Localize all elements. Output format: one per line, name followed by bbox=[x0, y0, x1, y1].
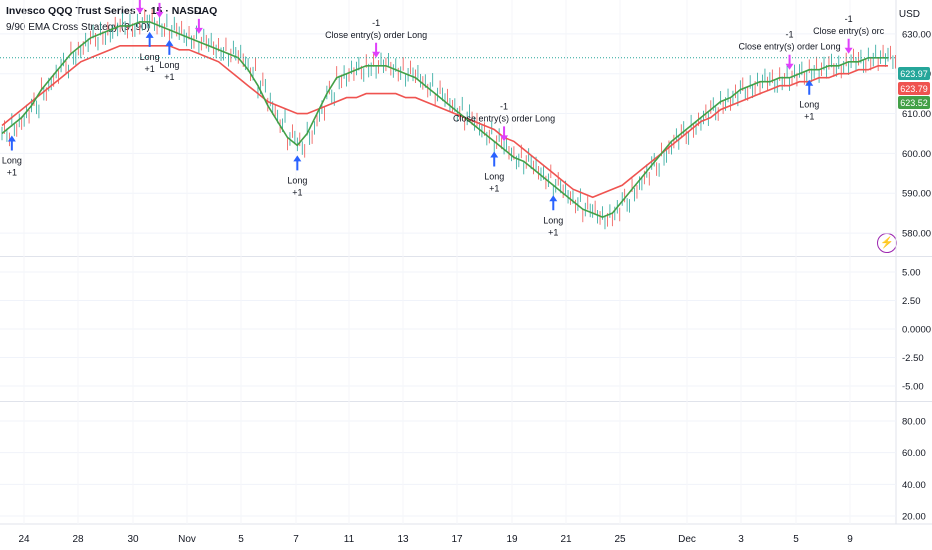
close-arrow bbox=[135, 0, 144, 14]
ema-slow-line bbox=[1, 45, 888, 199]
price-tick-label: 580.00 bbox=[902, 229, 931, 240]
time-tick-label: 11 bbox=[344, 534, 355, 545]
price-tick-label: 610.00 bbox=[902, 109, 931, 120]
long-label: Long bbox=[287, 175, 307, 185]
long-qty: +1 bbox=[164, 72, 174, 82]
long-arrow bbox=[805, 79, 814, 95]
price-badge bbox=[898, 82, 930, 95]
long-label: Long bbox=[159, 60, 179, 70]
long-arrow bbox=[145, 31, 154, 47]
time-tick-label: Nov bbox=[178, 534, 196, 545]
pane3-tick-label: 80.00 bbox=[902, 417, 926, 428]
time-tick-label: 9 bbox=[847, 534, 853, 545]
long-qty: +1 bbox=[548, 227, 558, 237]
long-label: Long bbox=[543, 215, 563, 225]
time-tick-label: 21 bbox=[560, 534, 572, 545]
price-tick-label: 630.00 bbox=[902, 29, 931, 40]
long-qty: +1 bbox=[145, 64, 155, 74]
close-arrow bbox=[372, 42, 381, 58]
pane2-tick-label: -5.00 bbox=[902, 382, 924, 393]
time-tick-label: Dec bbox=[678, 534, 696, 545]
long-label: Long bbox=[484, 171, 504, 181]
close-qty: -1 bbox=[786, 30, 794, 40]
price-badge-label: 623.79 bbox=[900, 84, 928, 94]
close-arrow bbox=[844, 38, 853, 54]
time-tick-label: 3 bbox=[738, 534, 744, 545]
currency-label[interactable]: USD bbox=[898, 9, 920, 20]
pane3-tick-label: 20.00 bbox=[902, 512, 926, 523]
ema-fast-line bbox=[1, 21, 888, 218]
long-qty: +1 bbox=[489, 183, 499, 193]
pane2-tick-label: 2.50 bbox=[902, 296, 921, 307]
pane3-tick-label: 40.00 bbox=[902, 480, 926, 491]
time-tick-label: 25 bbox=[614, 534, 626, 545]
long-arrow bbox=[165, 39, 174, 55]
time-tick-label: 30 bbox=[127, 534, 139, 545]
close-arrow bbox=[155, 2, 164, 18]
long-qty: +1 bbox=[7, 168, 17, 178]
time-tick-label: 24 bbox=[18, 534, 30, 545]
long-arrow bbox=[490, 151, 499, 167]
close-arrow bbox=[500, 126, 509, 142]
close-qty: -1 bbox=[372, 18, 380, 28]
price-tick-label: 600.00 bbox=[902, 149, 931, 160]
long-qty: +1 bbox=[292, 187, 302, 197]
close-label: Close entry(s) order Long bbox=[453, 113, 555, 123]
price-tick-label: 590.00 bbox=[902, 189, 931, 200]
time-tick-label: 7 bbox=[293, 534, 299, 545]
close-label: Close entry(s) orc bbox=[813, 26, 885, 36]
close-label: Close entry(s) order Long bbox=[325, 30, 427, 40]
price-badge-label: 623.52 bbox=[900, 98, 928, 108]
long-arrow bbox=[293, 155, 302, 171]
time-tick-label: 5 bbox=[238, 534, 244, 545]
pane3-tick-label: 60.00 bbox=[902, 448, 926, 459]
price-badge bbox=[898, 67, 930, 80]
long-arrow bbox=[549, 195, 558, 211]
price-badge bbox=[898, 96, 930, 109]
close-arrow bbox=[785, 54, 794, 70]
time-tick-label: 17 bbox=[451, 534, 463, 545]
time-tick-label: 5 bbox=[793, 534, 799, 545]
close-qty: -1 bbox=[845, 14, 853, 24]
close-qty: -1 bbox=[195, 6, 203, 16]
long-qty: +1 bbox=[804, 112, 814, 122]
time-tick-label: 13 bbox=[397, 534, 409, 545]
pane2-tick-label: -2.50 bbox=[902, 353, 924, 364]
close-arrow bbox=[194, 18, 203, 34]
long-arrow bbox=[7, 135, 16, 151]
chart-title: Invesco QQQ Trust Series I · 15 · NASDAQ bbox=[6, 5, 218, 17]
long-label: Long bbox=[140, 52, 160, 62]
pane2-tick-label: 5.00 bbox=[902, 268, 921, 279]
time-tick-label: 19 bbox=[506, 534, 518, 545]
time-tick-label: 28 bbox=[72, 534, 84, 545]
long-label: Long bbox=[799, 100, 819, 110]
long-label: Long bbox=[2, 156, 22, 166]
close-label: Close entry(s) order Long bbox=[739, 42, 841, 52]
close-qty: -1 bbox=[500, 101, 508, 111]
pane2-tick-label: 0.0000 bbox=[902, 325, 931, 336]
price-badge-label: 623.97 bbox=[900, 69, 928, 79]
